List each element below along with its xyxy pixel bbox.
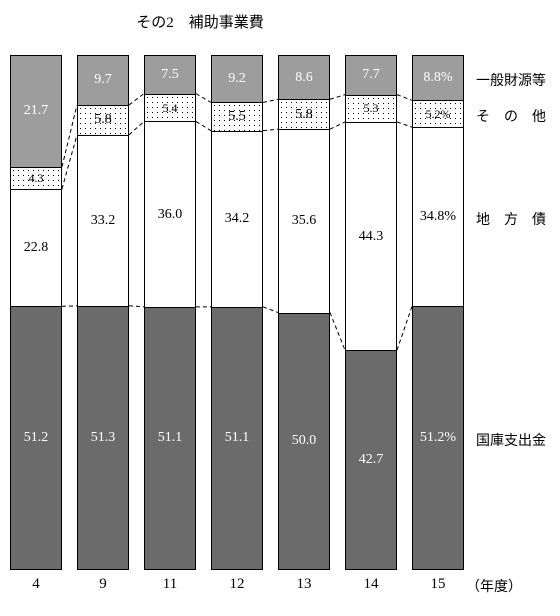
bar: 51.1 36.0 5.4 7.5: [144, 55, 196, 570]
segment-ippan: 21.7: [10, 55, 62, 167]
segment-sonota: 5.5: [211, 102, 263, 130]
segment-value-sonota: 5.8: [94, 112, 112, 128]
segment-value-sonota: 5.8: [295, 107, 313, 123]
segment-chihou: 34.8%: [412, 127, 464, 306]
segment-value-kokko: 51.3: [91, 430, 116, 446]
segment-value-kokko: 50.0: [292, 433, 317, 449]
segment-sonota: 4.3: [10, 167, 62, 189]
segment-kokko: 51.2%: [412, 306, 464, 570]
segment-value-sonota: 4.3: [29, 171, 44, 186]
segment-value-chihou: 34.2: [225, 211, 250, 227]
segment-value-kokko: 51.2%: [420, 430, 456, 446]
chart-title: その2 補助事業費: [0, 11, 400, 32]
x-axis-label: 11: [144, 576, 196, 593]
segment-chihou: 36.0: [144, 121, 196, 306]
series-label-sonota: そ の 他: [476, 106, 546, 126]
bar: 51.2 22.8 4.3 21.7: [10, 55, 62, 570]
segment-value-ippan: 21.7: [24, 103, 49, 119]
segment-value-chihou: 34.8%: [420, 209, 456, 225]
segment-value-chihou: 22.8: [24, 240, 49, 256]
segment-value-kokko: 42.7: [359, 452, 384, 468]
bar: 42.7 44.3 5.3 7.7: [345, 55, 397, 570]
segment-chihou: 33.2: [77, 135, 129, 306]
segment-ippan: 9.2: [211, 55, 263, 102]
segment-ippan: 7.5: [144, 55, 196, 94]
segment-sonota: 5.3: [345, 95, 397, 122]
segment-value-sonota: 5.5: [228, 109, 246, 125]
segment-kokko: 51.1: [144, 307, 196, 570]
segment-ippan: 8.8%: [412, 55, 464, 100]
segment-kokko: 51.1: [211, 307, 263, 570]
segment-kokko: 51.3: [77, 306, 129, 570]
segment-chihou: 35.6: [278, 129, 330, 312]
segment-value-kokko: 51.2: [24, 430, 49, 446]
segment-value-chihou: 35.6: [292, 213, 317, 229]
chart-container: その2 補助事業費 51.222.84.321.751.333.25.89.75…: [0, 0, 560, 616]
segment-value-chihou: 36.0: [158, 207, 183, 223]
series-label-chihou: 地 方 債: [476, 209, 546, 229]
segment-kokko: 42.7: [345, 350, 397, 570]
x-axis-label: 15: [412, 576, 464, 593]
segment-chihou: 22.8: [10, 189, 62, 306]
segment-kokko: 51.2: [10, 306, 62, 570]
bar: 51.3 33.2 5.8 9.7: [77, 55, 129, 570]
x-axis-label: 14: [345, 576, 397, 593]
chart-plot: 51.2 22.8 4.3 21.7 51.3 33.2 5.8 9.7 51.1 36.0 5.4…: [10, 55, 475, 570]
segment-value-sonota: 5.4: [163, 101, 178, 116]
segment-value-ippan: 9.7: [94, 72, 112, 88]
segment-value-ippan: 9.2: [228, 71, 246, 87]
segment-chihou: 44.3: [345, 122, 397, 350]
bar: 51.1 34.2 5.5 9.2: [211, 55, 263, 570]
segment-value-ippan: 7.7: [362, 67, 380, 83]
segment-chihou: 34.2: [211, 131, 263, 307]
x-axis-label: 9: [77, 576, 129, 593]
segment-ippan: 9.7: [77, 55, 129, 105]
bar: 50.0 35.6 5.8 8.6: [278, 55, 330, 570]
segment-value-ippan: 8.8%: [423, 70, 452, 86]
segment-ippan: 8.6: [278, 55, 330, 99]
segment-value-chihou: 44.3: [359, 229, 384, 245]
segment-sonota: 5.4: [144, 94, 196, 122]
segment-value-kokko: 51.1: [158, 430, 183, 446]
segment-value-chihou: 33.2: [91, 213, 116, 229]
segment-ippan: 7.7: [345, 55, 397, 95]
segment-sonota: 5.2%: [412, 100, 464, 127]
segment-value-sonota: 5.2%: [426, 107, 451, 122]
segment-value-kokko: 51.1: [225, 430, 250, 446]
segment-sonota: 5.8: [77, 105, 129, 135]
bar: 51.2% 34.8% 5.2% 8.8%: [412, 55, 464, 570]
segment-value-sonota: 5.3: [364, 101, 379, 116]
x-axis-label: 12: [211, 576, 263, 593]
segment-kokko: 50.0: [278, 313, 330, 571]
segment-value-ippan: 8.6: [295, 70, 313, 86]
segment-sonota: 5.8: [278, 99, 330, 129]
x-axis-title: （年度）: [466, 576, 522, 596]
segment-value-ippan: 7.5: [161, 67, 179, 83]
series-label-kokko: 国庫支出金: [476, 430, 546, 450]
x-axis-label: 4: [10, 576, 62, 593]
series-label-ippan: 一般財源等: [476, 70, 546, 90]
x-axis-label: 13: [278, 576, 330, 593]
